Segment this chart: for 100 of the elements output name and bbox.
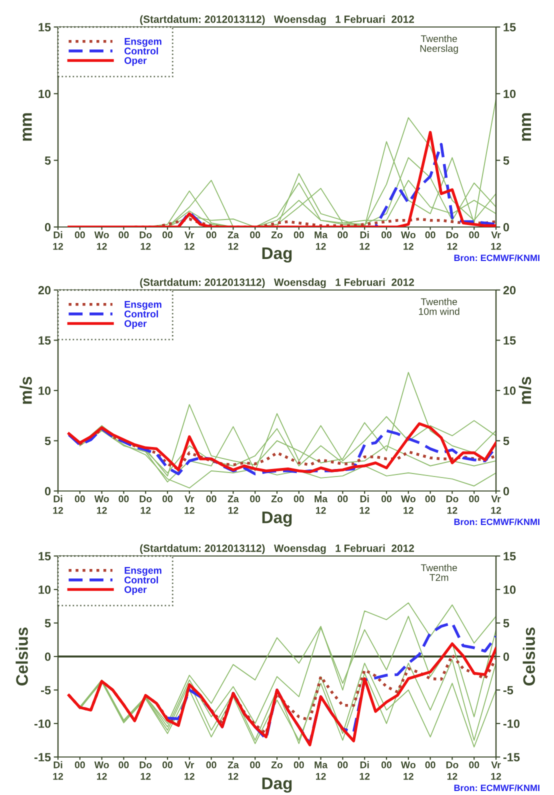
x-tick-label: 00 [74,761,85,768]
x-tick-label: Di 12 [53,231,64,250]
chart-title: (Startdatum: 2012013112) Woensdag 1 Februari 2012 [140,15,414,26]
x-tick-label: Wo 12 [94,762,109,780]
x-tick-label: Wo 12 [94,496,109,514]
x-tick-label: 00 [338,231,348,238]
legend-label: Control [124,47,158,54]
y-tick-label: 0 [44,652,51,661]
x-tick-label: 00 [162,495,173,502]
legend-label: Control [124,310,158,318]
x-tick-label: Zo [271,232,283,238]
legend-label: Ensgem [124,567,162,576]
x-tick-label: Za 12 [228,496,239,514]
x-tick-label: 00 [469,761,480,768]
x-tick-label: Di 12 [360,761,370,780]
y2-tick-label: 5 [503,156,510,165]
legend-label: Ensgem [124,301,162,310]
y2-tick-label: 15 [504,552,516,560]
annotation: Twenthe 10m wind [419,298,460,315]
x-tick-label: 00 [425,495,436,502]
y-axis-title: Celsius [16,628,28,686]
y-axis-title: mm [22,113,32,141]
text: Bron: ECMWF/KNMI [454,518,540,526]
x-tick-label: Za 12 [228,232,239,250]
x-tick-label: 00 [250,761,260,768]
text: Bron: ECMWF/KNMI [454,784,540,792]
y-tick-label: 10 [38,586,51,594]
y2-axis-title: Celsius [522,628,536,686]
x-tick-label: 00 [118,231,129,238]
y2-tick-label: 5 [503,436,510,446]
y-tick-label: -5 [41,686,51,694]
y2-tick-label: 10 [504,90,516,98]
x-tick-label: 00 [294,761,304,768]
x-tick-label: 00 [469,495,480,502]
chart-title: (Startdatum: 2012013112) Woensdag 1 Februari 2012 [140,278,414,288]
y-tick-label: 0 [44,223,51,232]
y2-tick-label: 15 [504,23,516,32]
x-tick-label: 00 [294,231,304,238]
x-tick-label: Do 12 [446,762,458,780]
x-tick-label: Do 12 [446,232,458,250]
y2-tick-label: 20 [503,286,516,294]
y-axis-title: m/s [20,376,32,404]
annotation: Twenthe Neerslag [420,35,458,54]
y-tick-label: 5 [44,156,51,165]
x-tick-label: Vr 12 [491,762,502,780]
y2-tick-label: 0 [503,487,510,496]
x-tick-label: Di 12 [53,761,64,780]
x-tick-label: Vr 12 [184,496,194,514]
y2-tick-label: 15 [504,336,516,345]
y2-tick-label: 10 [504,586,516,594]
y2-axis-title: m/s [518,376,532,404]
x-axis-title: Dag [262,248,292,263]
x-tick-label: 00 [250,231,260,238]
x-tick-label: Vr 12 [184,232,194,250]
x-axis-title: Dag [262,512,292,527]
legend-label: Oper [124,57,147,66]
x-tick-label: 00 [206,761,216,768]
x-tick-label: 00 [469,231,480,238]
y2-tick-label: 0 [503,652,510,661]
annotation: Twenthe T2m [420,564,458,581]
y-tick-label: 20 [38,286,51,294]
y-tick-label: 0 [44,487,51,496]
x-tick-label: Vr 12 [491,496,502,514]
x-tick-label: Vr 12 [184,762,194,780]
x-tick-label: Do 12 [446,496,458,514]
x-tick-label: Ma 12 [314,762,328,780]
x-tick-label: 00 [338,495,348,502]
x-tick-label: 00 [250,495,260,502]
legend-label: Ensgem [124,38,162,47]
y2-tick-label: 10 [504,386,516,395]
y2-axis-title: mm [522,113,531,141]
y-tick-label: -10 [34,720,51,728]
x-tick-label: 00 [425,231,436,238]
y-tick-label: 15 [38,336,51,345]
x-tick-label: 00 [74,495,85,502]
x-tick-label: Di 12 [360,495,370,514]
x-tick-label: 00 [118,761,129,768]
legend-label: Control [124,576,158,584]
chart-title: (Startdatum: 2012013112) Woensdag 1 Februari 2012 [140,544,414,554]
x-tick-label: Di 12 [360,231,370,250]
x-tick-label: Vr 12 [491,232,502,250]
y2-tick-label: -15 [503,753,520,762]
x-tick-label: Ma 12 [314,496,328,514]
legend-label: Oper [124,586,147,595]
x-tick-label: Wo 12 [400,232,416,250]
x-tick-label: 00 [206,495,216,502]
x-tick-label: Wo 12 [400,762,416,780]
x-tick-label: 00 [162,761,173,768]
x-tick-label: Za 12 [228,762,239,780]
x-tick-label: Zo [271,762,283,768]
x-tick-label: 00 [74,231,85,238]
y-tick-label: 10 [38,90,51,98]
y-tick-label: 15 [38,23,51,32]
y-tick-label: -15 [34,753,51,762]
x-tick-label: Wo 12 [94,232,109,250]
y2-tick-label: -5 [503,686,514,694]
x-tick-label: 00 [381,231,392,238]
x-tick-label: 00 [162,231,173,238]
legend-label: Oper [124,320,147,329]
y2-tick-label: 0 [503,223,510,232]
